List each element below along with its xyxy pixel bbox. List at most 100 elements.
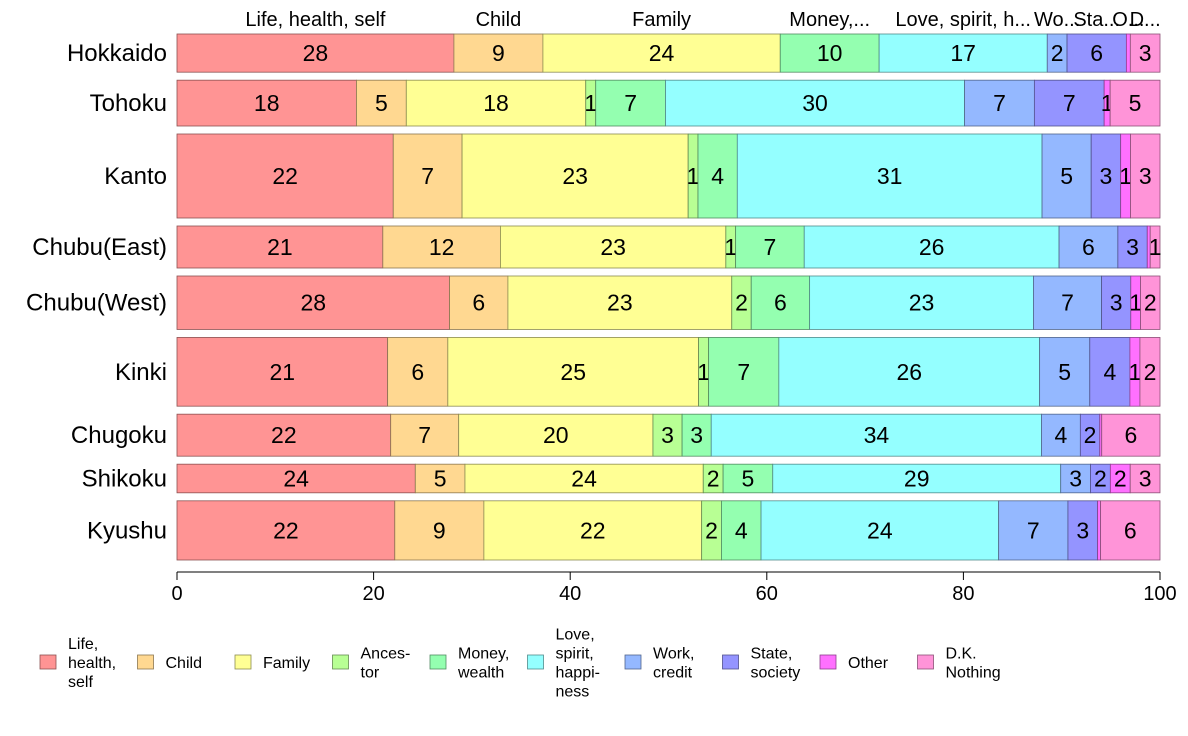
bar-segment: [176, 133, 394, 219]
segment-value-label: 28: [300, 290, 326, 316]
bar-segment: [1090, 133, 1122, 219]
segment-value-label: 3: [661, 422, 674, 448]
bar-segment: [681, 413, 712, 457]
legend-label: D.K. Nothing: [946, 646, 1001, 682]
segment-value-label: 1: [1149, 234, 1162, 260]
bar-segment: [1039, 337, 1091, 407]
region-label: Hokkaido: [67, 40, 167, 67]
segment-value-label: 2: [707, 466, 720, 492]
segment-value-label: 2: [1144, 290, 1157, 316]
region-label: Chugoku: [71, 422, 167, 449]
bar-segment: [394, 500, 485, 561]
segment-value-label: 2: [735, 290, 748, 316]
top-category-label: O...: [1112, 9, 1144, 31]
segment-value-label: 3: [1139, 40, 1152, 66]
bar-segment: [595, 79, 666, 127]
x-axis: 0 20 40 60 80 100: [171, 571, 1177, 605]
segment-value-label: 4: [1103, 359, 1116, 385]
legend-label: Money, wealth: [457, 646, 509, 682]
bar-segment: [998, 500, 1069, 561]
segment-value-label: 18: [254, 90, 280, 116]
bar-segment: [665, 79, 965, 127]
segment-value-label: 6: [411, 359, 424, 385]
segment-value-label: 24: [867, 517, 893, 543]
segment-value-label: 2: [1144, 359, 1157, 385]
bar-segment: [356, 79, 407, 127]
bar-segment: [1140, 275, 1161, 330]
top-category-label: Sta...: [1073, 9, 1120, 31]
bar-segment: [1041, 413, 1081, 457]
bar-segment: [1129, 33, 1161, 73]
bar-segment: [652, 413, 683, 457]
top-category-label: D...: [1130, 9, 1161, 31]
top-category-label: Love, spirit, h...: [895, 9, 1031, 31]
bar-segment: [779, 33, 880, 73]
bar-segment: [500, 225, 727, 269]
segment-value-label: 22: [273, 517, 299, 543]
region-label: Tohoku: [90, 90, 167, 117]
bar-segment: [1100, 500, 1161, 561]
bar-segment: [809, 275, 1034, 330]
top-category-label: Child: [476, 9, 522, 31]
segment-value-label: 7: [993, 90, 1006, 116]
segment-value-label: 1: [687, 163, 700, 189]
top-category-label: Life, health, self: [245, 9, 386, 31]
bar-segment: [708, 337, 780, 407]
segment-value-label: 31: [877, 163, 903, 189]
bar-segment: [722, 463, 774, 494]
segment-value-label: 12: [429, 234, 455, 260]
segment-value-label: 28: [303, 40, 329, 66]
segment-value-label: 3: [1126, 234, 1139, 260]
top-category-label: Wo...: [1034, 9, 1080, 31]
x-tick-label: 40: [559, 583, 581, 605]
bar-segment: [1149, 225, 1161, 269]
segment-value-label: 3: [1076, 517, 1089, 543]
segment-value-label: 18: [483, 90, 509, 116]
segment-value-label: 6: [1124, 517, 1137, 543]
segment-value-label: 4: [735, 517, 748, 543]
segment-value-label: 4: [711, 163, 724, 189]
x-tick-label: 100: [1143, 583, 1176, 605]
legend-label: Love, spirit, happi-ness: [556, 627, 600, 701]
bar-segment: [735, 225, 805, 269]
bar-segment: [176, 33, 455, 73]
legend-swatch: [819, 654, 837, 670]
segment-value-label: 30: [802, 90, 828, 116]
legend-label: Child: [166, 655, 202, 672]
legend-swatch: [39, 654, 57, 670]
segment-value-label: 3: [1139, 163, 1152, 189]
legend-swatch: [917, 654, 934, 670]
segment-value-label: 17: [950, 40, 976, 66]
legend-label: State, society: [751, 646, 801, 682]
bar-segment: [1101, 275, 1132, 330]
bar-segment: [1097, 500, 1102, 561]
segment-value-label: 20: [543, 422, 569, 448]
bar-segment: [542, 33, 781, 73]
segment-value-label: 1: [1129, 359, 1142, 385]
segment-value-label: 24: [649, 40, 675, 66]
bar-segment: [1130, 133, 1161, 219]
segment-value-label: 1: [697, 359, 710, 385]
segment-value-label: 9: [433, 517, 446, 543]
bar-segment: [382, 225, 501, 269]
segment-value-label: 26: [896, 359, 922, 385]
legend-label: Ances-tor: [361, 646, 411, 682]
bar-segment: [1033, 79, 1105, 127]
top-category-label: Money,...: [789, 9, 870, 31]
segment-value-label: 29: [904, 466, 930, 492]
legend-label: Family: [263, 655, 310, 672]
legend-swatch: [527, 654, 544, 670]
legend-swatch: [624, 654, 642, 670]
bar-segment: [1109, 79, 1161, 127]
bar-segment: [458, 413, 654, 457]
segment-value-label: 7: [418, 422, 431, 448]
bar-segment: [1139, 337, 1161, 407]
bar-segment: [507, 275, 733, 330]
segment-value-label: 3: [690, 422, 703, 448]
region-label: Kinki: [115, 359, 167, 386]
bar-segment: [390, 413, 460, 457]
bar-segment: [760, 500, 1000, 561]
segment-value-label: 21: [270, 359, 296, 385]
legend-swatch: [332, 654, 349, 670]
segment-value-label: 22: [580, 517, 606, 543]
